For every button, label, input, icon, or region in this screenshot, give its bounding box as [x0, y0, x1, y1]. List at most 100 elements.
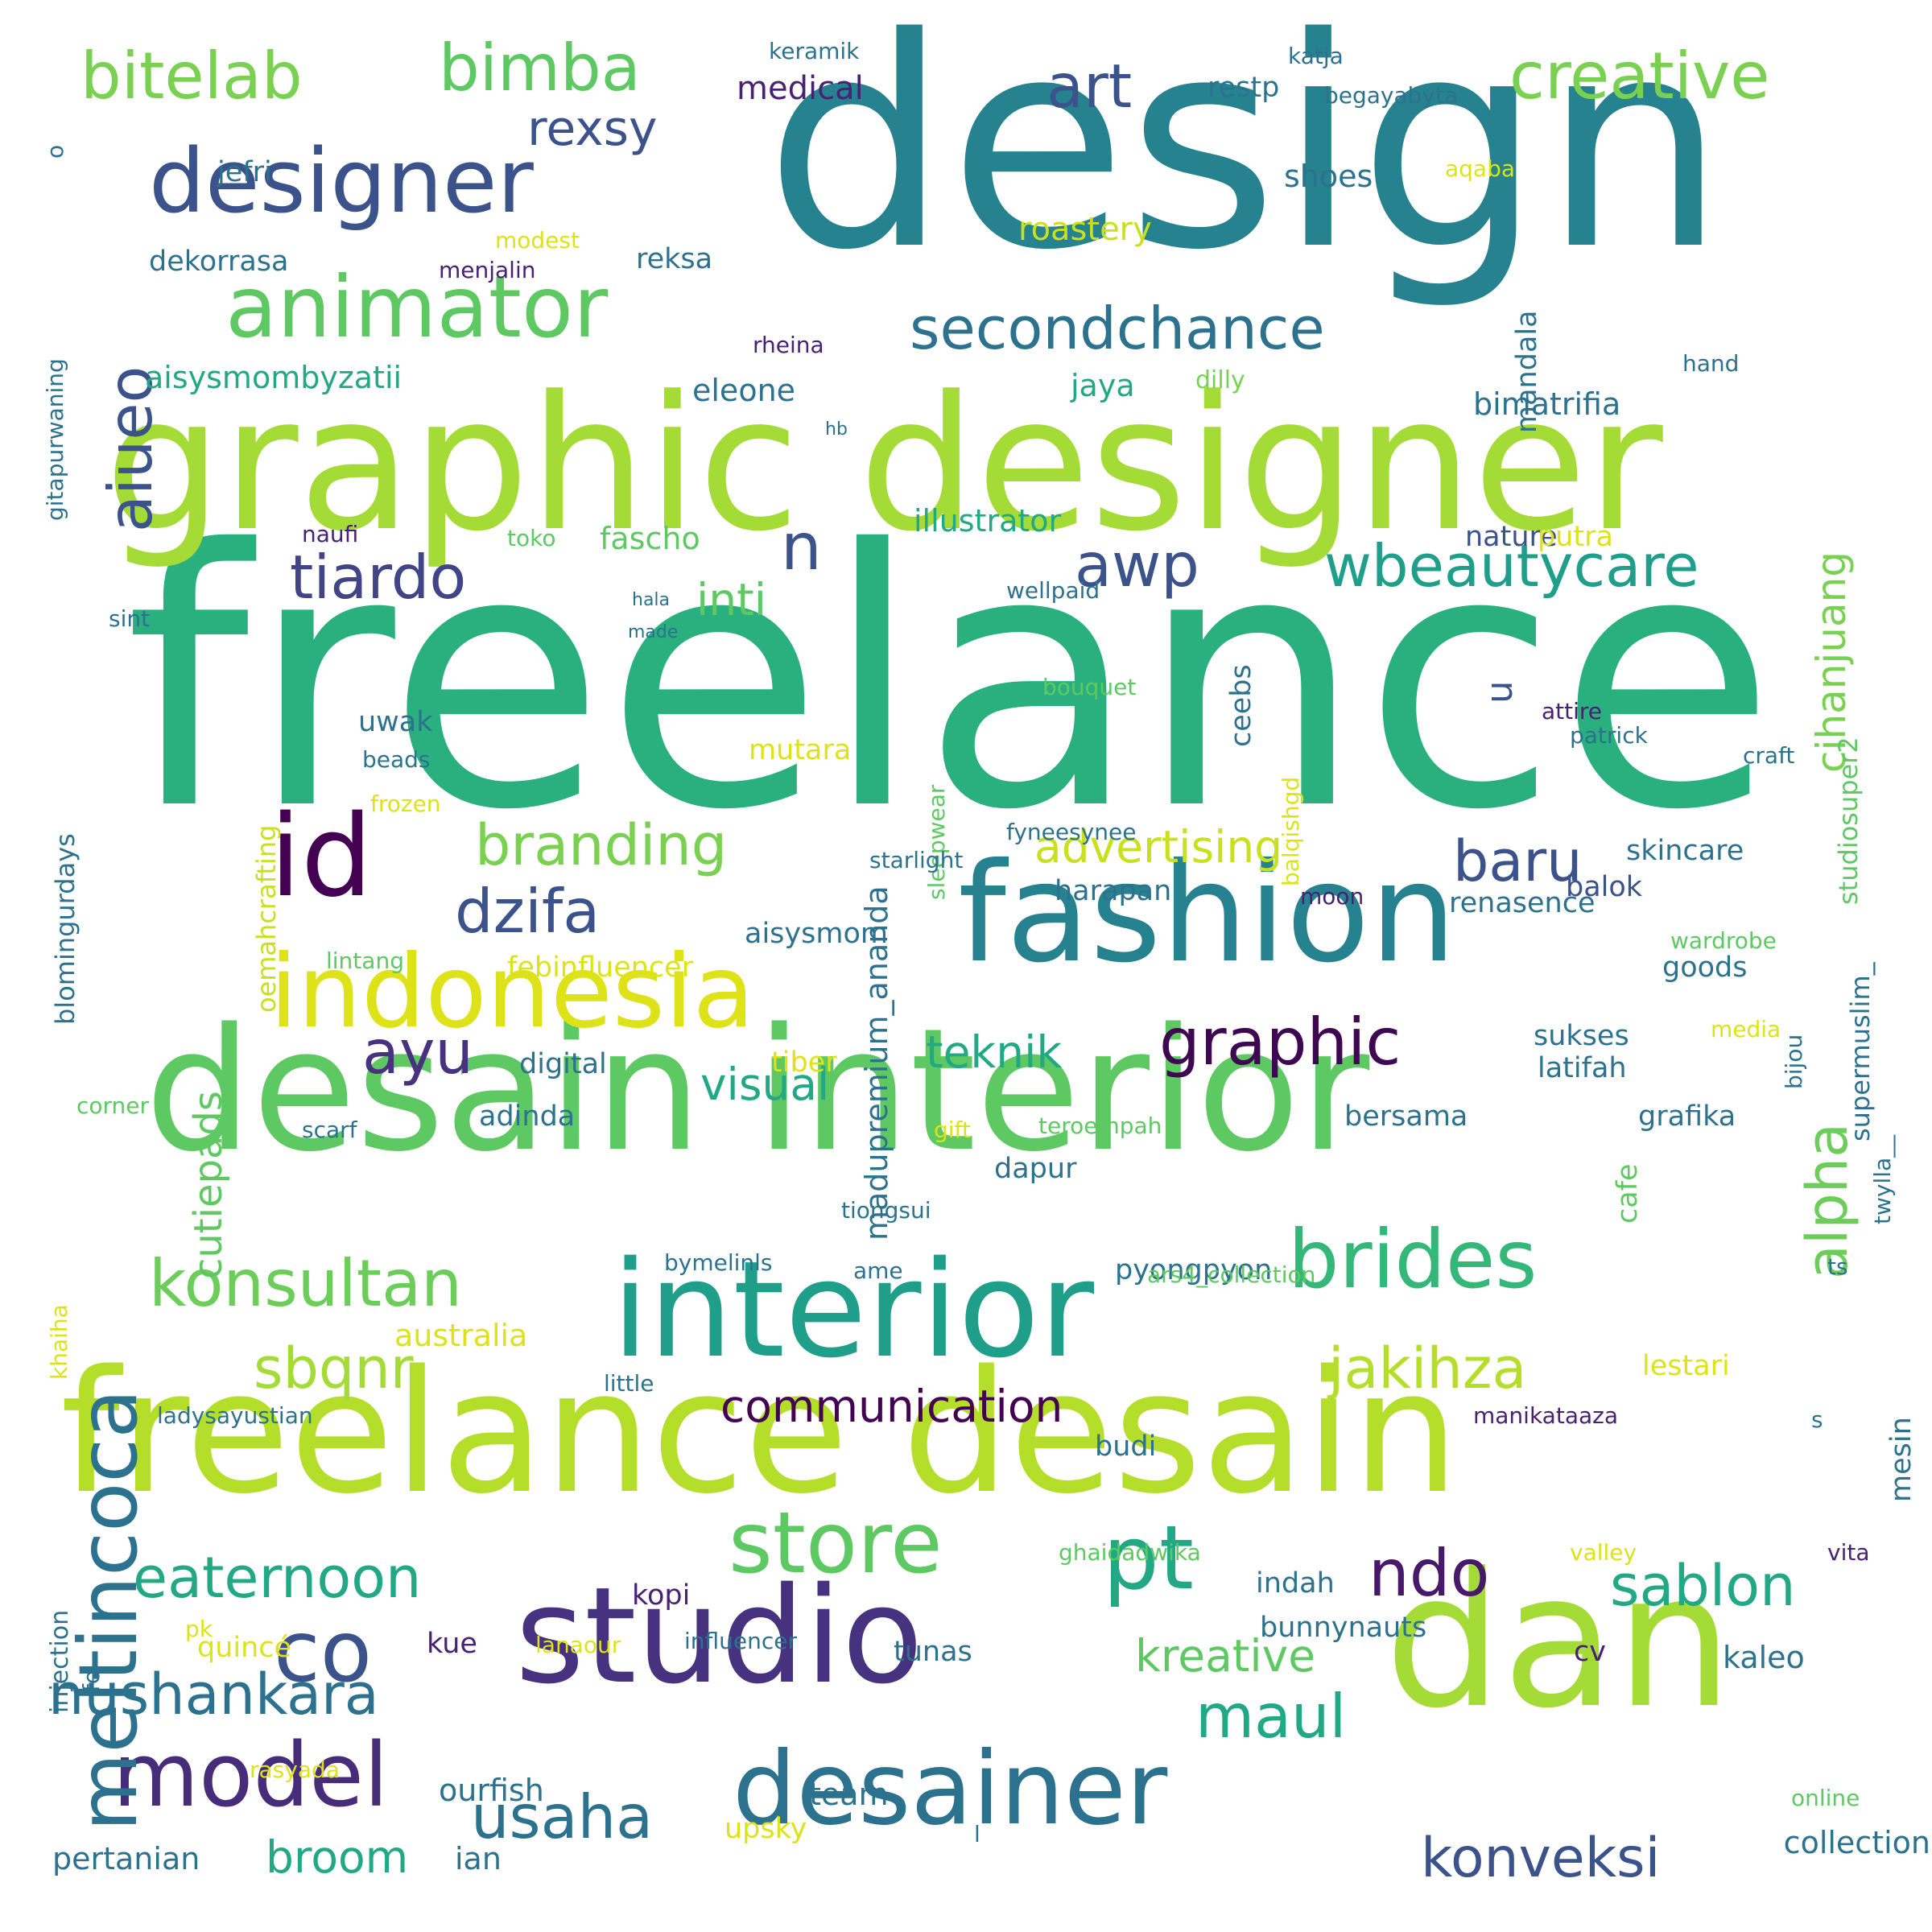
cloud-word-wardrobe: wardrobe — [1670, 927, 1777, 954]
cloud-word-modest: modest — [495, 227, 580, 254]
cloud-word-pk: pk — [185, 1616, 213, 1642]
cloud-word-dapur: dapur — [994, 1153, 1077, 1185]
cloud-word-n: n — [781, 510, 822, 584]
cloud-word-starlight: starlight — [869, 847, 964, 873]
cloud-word-l: l — [974, 1821, 980, 1847]
cloud-word-broom: broom — [266, 1831, 409, 1883]
cloud-word-advertising: advertising — [1034, 821, 1283, 873]
cloud-word-tiber: tiber — [771, 1046, 837, 1079]
cloud-word-studiosuper2: studiosuper2 — [1833, 737, 1864, 905]
cloud-word-quinc: quincé — [197, 1632, 292, 1664]
cloud-word-supermuslim: supermuslim_ — [1845, 962, 1876, 1141]
cloud-word-febinfluencer: febinfluencer — [507, 952, 694, 984]
cloud-word-bymelinls: bymelinls — [664, 1249, 773, 1276]
cloud-word-tiardo: tiardo — [290, 542, 467, 613]
cloud-word-store: store — [729, 1494, 943, 1592]
cloud-word-hala: hala — [632, 590, 671, 610]
cloud-word-craft: craft — [1743, 742, 1795, 769]
cloud-word-animator: animator — [225, 258, 609, 357]
cloud-word-o: o — [42, 144, 68, 159]
cloud-word-rheina: rheina — [753, 332, 824, 358]
cloud-word-u: u — [1478, 680, 1521, 704]
cloud-word-twylla: twylla__ — [1869, 1134, 1896, 1224]
cloud-word-attire: attire — [1542, 698, 1603, 724]
cloud-word-grafika: grafika — [1638, 1100, 1736, 1133]
cloud-word-harapan: harapan — [1055, 875, 1172, 907]
cloud-word-bitelab: bitelab — [80, 39, 303, 114]
cloud-word-kopi: kopi — [632, 1579, 691, 1612]
cloud-word-model: model — [113, 1724, 389, 1827]
cloud-word-bunnynauts: bunnynauts — [1260, 1612, 1427, 1644]
cloud-word-team: team — [809, 1777, 889, 1812]
cloud-word-fyneesynee: fyneesynee — [1006, 819, 1137, 845]
cloud-word-roastery: roastery — [1018, 211, 1152, 248]
cloud-word-made: made — [628, 622, 679, 642]
cloud-word-bersama: bersama — [1344, 1100, 1468, 1133]
cloud-word-influencer: influencer — [684, 1628, 798, 1654]
cloud-word-putra: putra — [1538, 521, 1613, 553]
cloud-word-art: art — [1046, 51, 1133, 122]
cloud-word-desainer: desainer — [733, 1731, 1168, 1847]
cloud-word-maul: maul — [1195, 1681, 1347, 1752]
cloud-word-valley: valley — [1570, 1539, 1637, 1566]
cloud-word-fe: fe — [78, 1670, 105, 1692]
cloud-word-graphic: graphic — [1159, 1005, 1402, 1080]
cloud-word-aisysmom: aisysmom — [745, 918, 888, 950]
cloud-word-sablon: sablon — [1610, 1553, 1796, 1619]
cloud-word-cutiepads: cutiepads — [186, 1091, 231, 1279]
cloud-word-naufi: naufi — [302, 521, 359, 547]
cloud-word-co: co — [274, 1603, 372, 1701]
cloud-word-cv: cv — [1574, 1636, 1606, 1668]
cloud-word-media: media — [1711, 1016, 1781, 1042]
cloud-word-indonesia: indonesia — [270, 934, 755, 1051]
cloud-word-interior: interior — [612, 1232, 1095, 1387]
cloud-word-latifah: latifah — [1538, 1052, 1627, 1084]
cloud-word-desain-interior: desain interior — [145, 992, 1370, 1189]
cloud-word-corner: corner — [76, 1092, 150, 1119]
cloud-word-wellpaid: wellpaid — [1006, 577, 1100, 604]
cloud-word-ladysayustian: ladysayustian — [157, 1402, 313, 1429]
cloud-word-reksa: reksa — [636, 243, 713, 275]
cloud-word-budi: budi — [1095, 1430, 1157, 1463]
cloud-word-beads: beads — [362, 746, 431, 773]
cloud-word-scarf: scarf — [302, 1117, 357, 1143]
cloud-word-cafe: cafe — [1612, 1163, 1644, 1224]
cloud-word-patrick: patrick — [1570, 722, 1648, 749]
cloud-word-frozen: frozen — [370, 791, 441, 817]
cloud-word-creative: creative — [1509, 39, 1770, 114]
cloud-word-aqaba: aqaba — [1445, 155, 1516, 182]
cloud-word-rasyada: rasyada — [250, 1757, 340, 1783]
cloud-word-katja: katja — [1288, 43, 1344, 69]
cloud-word-gitapurwaning: gitapurwaning — [42, 358, 68, 521]
cloud-word-adinda: adinda — [479, 1100, 576, 1133]
cloud-word-sukses: sukses — [1534, 1020, 1629, 1052]
cloud-word-ndo: ndo — [1368, 1536, 1490, 1611]
cloud-word-sint: sint — [109, 605, 151, 632]
cloud-word-moon: moon — [1300, 883, 1364, 910]
cloud-word-ts: ts — [1827, 1253, 1848, 1280]
cloud-word-s: s — [1811, 1406, 1823, 1433]
cloud-word-ayu: ayu — [362, 1017, 473, 1088]
cloud-word-graphic-designer: graphic designer — [105, 357, 1663, 572]
cloud-word-keramik: keramik — [769, 38, 860, 64]
cloud-word-hb: hb — [825, 419, 848, 440]
cloud-word-dekorrasa: dekorrasa — [149, 246, 289, 278]
cloud-word-aisysmombyzatii: aisysmombyzatii — [145, 360, 402, 395]
cloud-word-lestari: lestari — [1642, 1350, 1730, 1382]
cloud-word-usaha: usaha — [471, 1781, 654, 1852]
cloud-word-pyongpyon: pyongpyon — [1115, 1254, 1273, 1286]
cloud-word-rexsy: rexsy — [527, 101, 658, 157]
cloud-word-sleepwear: sleepwear — [923, 784, 950, 900]
cloud-word-toko: toko — [507, 525, 556, 551]
cloud-word-fashion: fashion — [958, 834, 1457, 993]
cloud-word-renasence: renasence — [1449, 887, 1596, 919]
cloud-word-bimatrifia: bimatrifia — [1473, 386, 1621, 422]
cloud-word-australia: australia — [394, 1318, 528, 1353]
cloud-word-gift: gift — [934, 1117, 971, 1143]
cloud-word-wbeautycare: wbeautycare — [1324, 532, 1699, 600]
cloud-word-brides: brides — [1288, 1212, 1538, 1307]
cloud-word-designer: designer — [149, 130, 534, 233]
cloud-word-konveksi: konveksi — [1421, 1827, 1661, 1890]
cloud-word-pertanian: pertanian — [52, 1841, 200, 1876]
